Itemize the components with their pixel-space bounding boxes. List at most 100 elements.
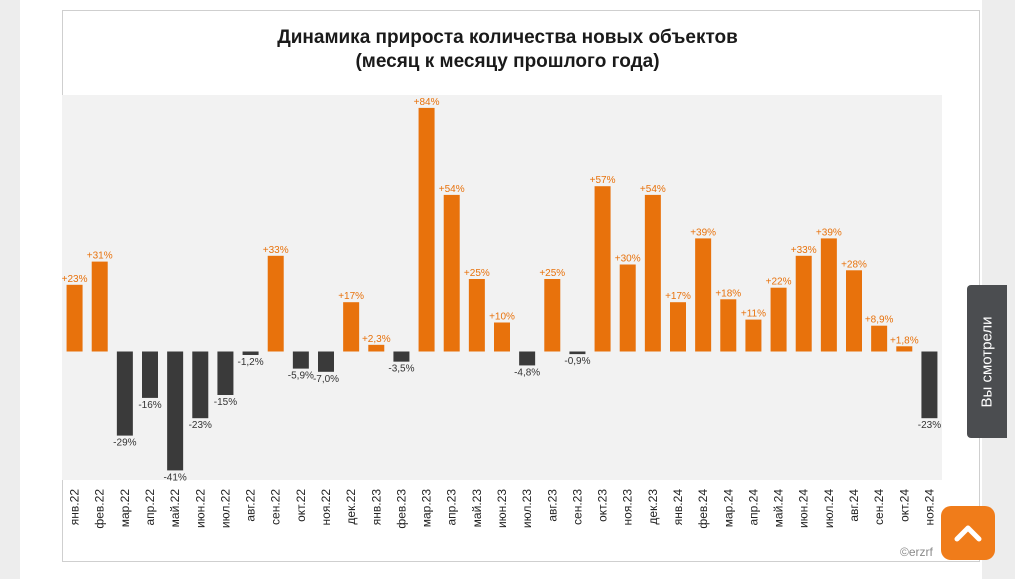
bar bbox=[594, 186, 611, 352]
bar bbox=[720, 299, 737, 352]
x-tick-label: сен.23 bbox=[570, 489, 584, 525]
bar bbox=[544, 279, 561, 352]
x-tick-label: июл.23 bbox=[520, 489, 534, 528]
x-tick-label: апр.23 bbox=[445, 489, 459, 526]
x-tick-label: окт.23 bbox=[596, 489, 610, 522]
bar bbox=[343, 302, 360, 352]
bar bbox=[167, 351, 184, 471]
bar bbox=[921, 351, 938, 419]
data-label: -41% bbox=[163, 472, 186, 483]
x-tick-label: окт.24 bbox=[897, 489, 911, 522]
bar bbox=[745, 319, 762, 352]
x-tick-label: авг.23 bbox=[545, 489, 559, 522]
data-label: +25% bbox=[464, 268, 490, 279]
bar bbox=[368, 344, 385, 352]
bar bbox=[91, 261, 108, 352]
data-label: +17% bbox=[665, 291, 691, 302]
data-label: +54% bbox=[439, 184, 465, 195]
bar bbox=[242, 351, 259, 355]
bar bbox=[418, 107, 435, 352]
data-label: +18% bbox=[715, 288, 741, 299]
chevron-up-icon bbox=[954, 525, 982, 542]
chart-title-line-2: (месяц к месяцу прошлого года) bbox=[355, 51, 660, 72]
data-label: +30% bbox=[615, 254, 641, 265]
x-tick-label: апр.24 bbox=[746, 489, 760, 526]
x-tick-label: июн.22 bbox=[193, 489, 207, 528]
data-label: +22% bbox=[766, 277, 792, 288]
data-label: -23% bbox=[918, 420, 941, 431]
x-tick-label: авг.24 bbox=[847, 489, 861, 522]
plot-area bbox=[62, 95, 942, 480]
data-label: +28% bbox=[841, 259, 867, 270]
chart-title: Динамика прироста количества новых объек… bbox=[20, 26, 995, 74]
bar bbox=[519, 351, 536, 366]
bar bbox=[494, 322, 510, 352]
bar bbox=[393, 351, 410, 362]
x-tick-label: ноя.23 bbox=[621, 489, 635, 526]
bar bbox=[192, 351, 209, 419]
bar bbox=[468, 279, 485, 352]
x-tick-label: дек.22 bbox=[344, 489, 358, 525]
data-label: -23% bbox=[189, 420, 212, 431]
data-label: -29% bbox=[113, 438, 136, 449]
x-tick-label: янв.22 bbox=[68, 489, 82, 526]
bar bbox=[217, 351, 234, 395]
bar bbox=[66, 284, 83, 352]
watermark: ©erzrf bbox=[900, 545, 933, 559]
data-label: -1,2% bbox=[238, 357, 264, 368]
data-label: -5,9% bbox=[288, 371, 314, 382]
data-label: -15% bbox=[214, 397, 237, 408]
data-label: +33% bbox=[263, 245, 289, 256]
bar bbox=[443, 194, 460, 352]
scroll-up-button[interactable] bbox=[941, 506, 995, 560]
data-label: -0,9% bbox=[564, 356, 590, 367]
data-label: +1,8% bbox=[890, 335, 919, 346]
x-tick-label: фев.24 bbox=[696, 489, 710, 529]
bar bbox=[619, 264, 636, 352]
bar bbox=[292, 351, 309, 369]
x-tick-label: фев.23 bbox=[394, 489, 408, 529]
x-tick-label: мар.24 bbox=[721, 489, 735, 528]
x-tick-label: июн.23 bbox=[495, 489, 509, 528]
bar bbox=[569, 351, 586, 355]
x-tick-label: мар.23 bbox=[420, 489, 434, 528]
chart-title-line-1: Динамика прироста количества новых объек… bbox=[277, 27, 738, 48]
bar bbox=[896, 346, 913, 352]
data-label: +31% bbox=[87, 251, 113, 262]
x-tick-label: мар.22 bbox=[118, 489, 132, 528]
data-label: +8,9% bbox=[865, 315, 894, 326]
bar bbox=[695, 238, 712, 352]
x-tick-label: янв.24 bbox=[671, 489, 685, 526]
data-label: +11% bbox=[741, 309, 766, 320]
x-tick-label: ноя.22 bbox=[319, 489, 333, 526]
bar bbox=[318, 351, 334, 372]
bar bbox=[871, 325, 888, 352]
data-label: +33% bbox=[791, 245, 817, 256]
data-label: -16% bbox=[138, 400, 161, 411]
viewed-tab[interactable]: Вы смотрели bbox=[967, 285, 1007, 438]
viewed-tab-label: Вы смотрели bbox=[978, 316, 996, 407]
bar bbox=[644, 194, 661, 352]
bar bbox=[846, 270, 862, 352]
x-tick-label: апр.22 bbox=[143, 489, 157, 526]
x-tick-label: июн.24 bbox=[797, 489, 811, 528]
data-label: +39% bbox=[816, 227, 842, 238]
bar bbox=[116, 351, 133, 436]
x-tick-label: июл.24 bbox=[822, 489, 836, 528]
bar bbox=[142, 351, 158, 398]
x-tick-label: авг.22 bbox=[244, 489, 258, 522]
data-label: -4,8% bbox=[514, 367, 540, 378]
data-label: +57% bbox=[590, 175, 616, 186]
x-tick-label: сен.22 bbox=[269, 489, 283, 525]
x-tick-label: фев.22 bbox=[93, 489, 107, 529]
x-tick-label: май.22 bbox=[168, 489, 182, 528]
bar bbox=[770, 287, 787, 352]
x-tick-label: ноя.24 bbox=[922, 489, 936, 526]
bar bbox=[670, 302, 686, 352]
data-label: +25% bbox=[539, 268, 565, 279]
data-label: -3,5% bbox=[388, 364, 414, 375]
data-label: +39% bbox=[690, 227, 716, 238]
data-label: +23% bbox=[62, 274, 88, 285]
bar bbox=[267, 255, 284, 352]
